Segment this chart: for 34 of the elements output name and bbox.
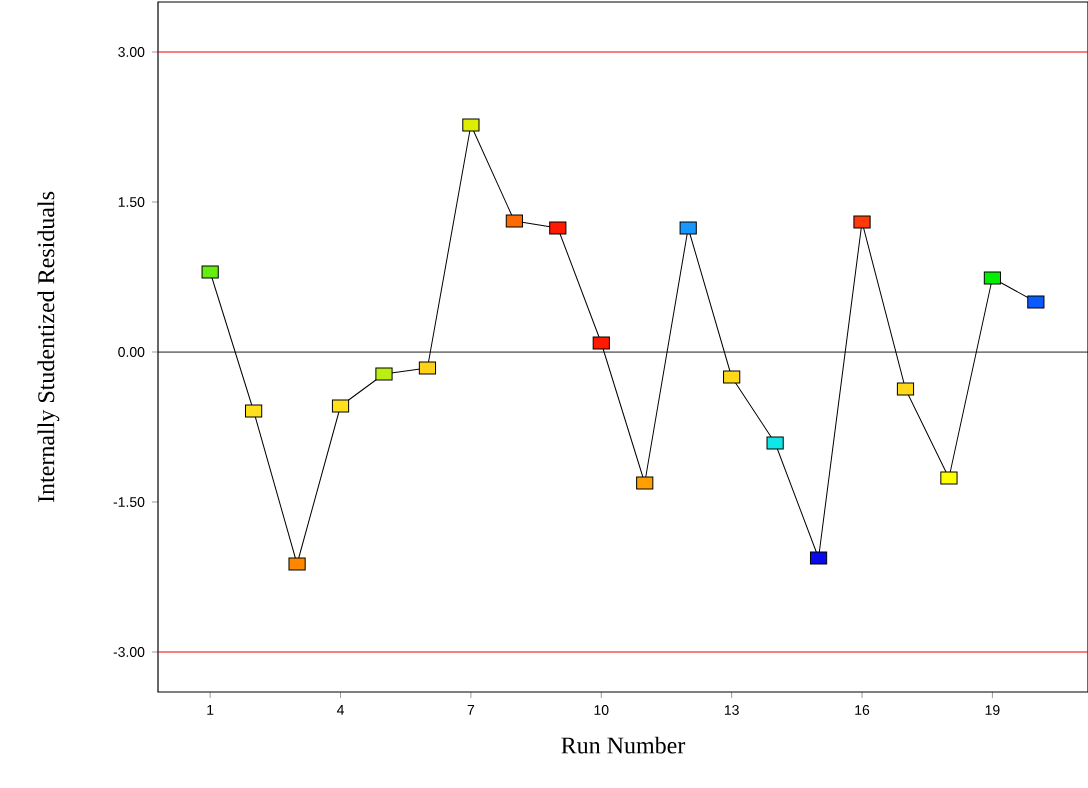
point bbox=[245, 404, 263, 418]
point bbox=[766, 436, 784, 450]
x-tick-label: 13 bbox=[724, 705, 739, 715]
point bbox=[549, 221, 567, 235]
point bbox=[462, 118, 480, 132]
y-tick-label: -3.00 bbox=[113, 647, 145, 657]
point bbox=[853, 215, 871, 229]
point bbox=[679, 221, 697, 235]
x-tick-label: 1 bbox=[207, 705, 214, 715]
y-tick-label: 0.00 bbox=[118, 347, 145, 357]
x-tick-label: 16 bbox=[855, 705, 870, 715]
point bbox=[636, 476, 654, 490]
x-tick-label: 19 bbox=[985, 705, 1000, 715]
y-tick-label: 1.50 bbox=[118, 197, 145, 207]
x-tick-label: 10 bbox=[594, 705, 609, 715]
point bbox=[331, 399, 350, 413]
point bbox=[896, 382, 915, 396]
point bbox=[418, 361, 437, 375]
x-tick-label: 4 bbox=[336, 705, 344, 715]
y-tick-label: 3.00 bbox=[118, 47, 145, 57]
x-tick-label: 7 bbox=[467, 705, 475, 715]
point bbox=[592, 336, 610, 350]
x-axis-title: Run Number bbox=[561, 736, 686, 754]
point bbox=[983, 271, 1001, 285]
point bbox=[375, 367, 393, 381]
point bbox=[505, 214, 523, 228]
point bbox=[1027, 295, 1045, 309]
point bbox=[723, 370, 741, 384]
point bbox=[809, 551, 828, 565]
y-axis-title: Internally Studentized Residuals bbox=[37, 191, 60, 503]
point bbox=[940, 471, 958, 485]
y-tick-label: -1.50 bbox=[113, 497, 145, 507]
point bbox=[288, 557, 306, 571]
point bbox=[201, 265, 219, 279]
